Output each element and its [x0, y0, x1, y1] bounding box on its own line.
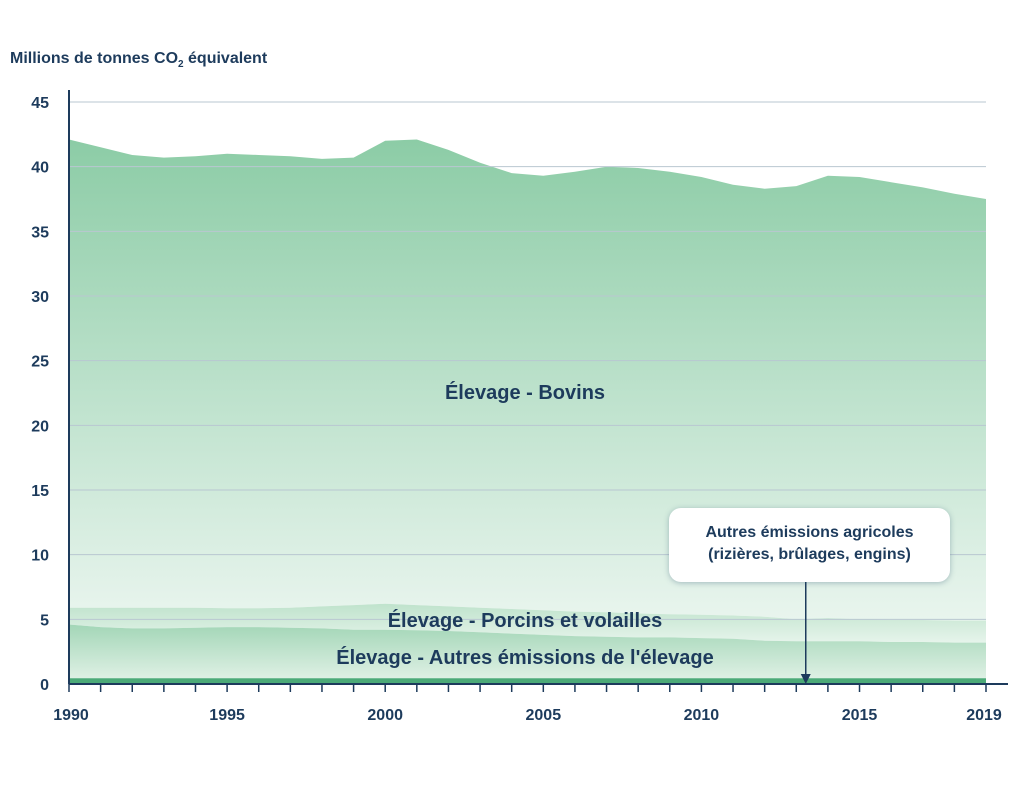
- series-area-autres-elevage: [69, 624, 986, 679]
- series-area-autres-emissions-agricoles: [69, 678, 986, 684]
- y-axis-title-subscript: 2: [178, 59, 184, 71]
- y-axis-title-suffix: équivalent: [183, 50, 268, 67]
- callout-autres-emissions: Autres émissions agricoles (rizières, br…: [669, 508, 950, 582]
- y-tick-label: 20: [31, 418, 49, 435]
- y-tick-label: 10: [31, 548, 49, 565]
- x-tick-label: 2000: [367, 707, 403, 724]
- y-axis-title: Millions de tonnes CO2 équivalent: [10, 50, 267, 70]
- y-tick-label: 45: [31, 95, 49, 112]
- callout-line-1: Autres émissions agricoles: [705, 524, 914, 541]
- area-label-autres-elevage: Élevage - Autres émissions de l'élevage: [336, 646, 714, 669]
- callout-arrow-head: [800, 674, 811, 684]
- area-label-porcins: Élevage - Porcins et volailles: [388, 609, 663, 632]
- x-tick-label: 2019: [966, 707, 1002, 724]
- y-tick-label: 35: [31, 224, 49, 241]
- area-label-bovins: Élevage - Bovins: [445, 381, 605, 404]
- y-axis-title-prefix: Millions de tonnes CO: [10, 50, 179, 67]
- x-tick-label: 2005: [526, 707, 562, 724]
- y-tick-label: 0: [40, 677, 49, 694]
- x-tick-label: 2010: [684, 707, 720, 724]
- x-tick-label: 1990: [53, 707, 89, 724]
- y-tick-label: 30: [31, 289, 49, 306]
- x-tick-label: 2015: [842, 707, 878, 724]
- y-tick-label: 25: [31, 354, 49, 371]
- y-tick-label: 40: [31, 160, 49, 177]
- y-tick-label: 15: [31, 483, 49, 500]
- x-tick-label: 1995: [209, 707, 245, 724]
- series-area-bovins: [69, 139, 986, 621]
- series-area-porcins-volailles: [69, 603, 986, 643]
- y-tick-label: 5: [40, 612, 49, 629]
- callout-line-2: (rizières, brûlages, engins): [708, 546, 911, 563]
